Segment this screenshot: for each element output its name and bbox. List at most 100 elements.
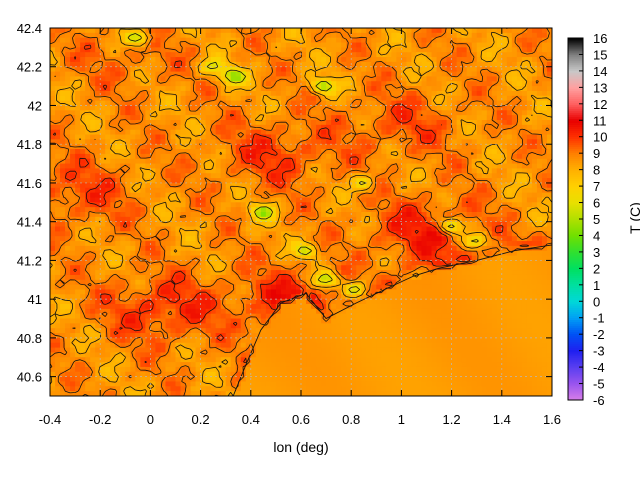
- heatmap-cell: [316, 149, 322, 155]
- heatmap-cell: [306, 207, 312, 213]
- heatmap-cell: [90, 139, 96, 145]
- heatmap-cell: [210, 120, 217, 126]
- heatmap-cell: [275, 187, 282, 194]
- heatmap-cell: [301, 110, 307, 116]
- heatmap-cell: [240, 260, 247, 266]
- heatmap-cell: [436, 144, 443, 150]
- heatmap-cell: [386, 182, 392, 189]
- heatmap-cell: [240, 178, 247, 184]
- heatmap-cell: [290, 144, 297, 150]
- heatmap-cell: [536, 100, 543, 107]
- heatmap-cell: [80, 178, 86, 184]
- heatmap-cell: [160, 37, 167, 44]
- heatmap-cell: [270, 52, 277, 58]
- heatmap-cell: [285, 76, 292, 82]
- heatmap-cell: [356, 144, 362, 150]
- heatmap-cell: [250, 265, 257, 271]
- heatmap-cell: [250, 178, 257, 184]
- heatmap-cell: [295, 76, 302, 82]
- heatmap-cell: [90, 245, 96, 252]
- heatmap-cell: [421, 187, 428, 194]
- heatmap-cell: [531, 28, 538, 34]
- heatmap-cell: [145, 168, 151, 174]
- heatmap-cell: [205, 158, 212, 165]
- heatmap-cell: [416, 212, 423, 218]
- heatmap-cell: [496, 32, 503, 39]
- heatmap-cell: [366, 149, 372, 155]
- heatmap-cell: [175, 95, 182, 102]
- heatmap-cell: [426, 153, 433, 160]
- heatmap-cell: [436, 134, 443, 140]
- heatmap-cell: [290, 90, 297, 97]
- heatmap-cell: [220, 207, 227, 213]
- heatmap-cell: [230, 250, 237, 257]
- heatmap-cell: [541, 178, 548, 184]
- heatmap-cell: [376, 129, 382, 136]
- heatmap-cell: [431, 110, 438, 116]
- heatmap-cell: [446, 129, 453, 136]
- heatmap-cell: [471, 86, 478, 92]
- heatmap-cell: [446, 47, 453, 53]
- heatmap-cell: [100, 124, 106, 131]
- heatmap-cell: [70, 207, 76, 213]
- heatmap-cell: [245, 182, 252, 189]
- heatmap-cell: [376, 100, 382, 107]
- heatmap-cell: [521, 61, 528, 68]
- heatmap-cell: [55, 105, 61, 111]
- heatmap-cell: [446, 149, 453, 155]
- heatmap-cell: [215, 168, 222, 174]
- heatmap-cell: [190, 158, 197, 165]
- heatmap-cell: [496, 231, 503, 237]
- heatmap-cell: [260, 42, 267, 48]
- heatmap-cell: [140, 37, 146, 44]
- heatmap-cell: [245, 144, 252, 150]
- heatmap-cell: [150, 81, 157, 87]
- heatmap-cell: [421, 163, 428, 170]
- heatmap-cell: [205, 149, 212, 155]
- heatmap-cell: [285, 124, 292, 131]
- heatmap-cell: [406, 115, 413, 121]
- heatmap-cell: [431, 100, 438, 107]
- heatmap-cell: [481, 221, 488, 228]
- heatmap-cell: [496, 110, 503, 116]
- heatmap-cell: [511, 81, 518, 87]
- heatmap-cell: [210, 245, 217, 252]
- heatmap-cell: [110, 173, 116, 179]
- heatmap-cell: [466, 265, 473, 271]
- heatmap-cell: [195, 250, 202, 257]
- heatmap-cell: [190, 61, 197, 68]
- heatmap-cell: [270, 115, 277, 121]
- heatmap-cell: [301, 115, 307, 121]
- heatmap-cell: [190, 95, 197, 102]
- heatmap-cell: [170, 202, 177, 208]
- heatmap-cell: [180, 202, 187, 208]
- heatmap-cell: [255, 163, 262, 170]
- heatmap-cell: [165, 245, 172, 252]
- heatmap-cell: [130, 182, 136, 189]
- heatmap-cell: [486, 226, 493, 232]
- heatmap-cell: [185, 192, 192, 199]
- heatmap-cell: [476, 255, 483, 262]
- heatmap-cell: [426, 163, 433, 170]
- heatmap-cell: [115, 207, 121, 213]
- heatmap-cell: [50, 47, 56, 53]
- heatmap-cell: [95, 57, 101, 63]
- heatmap-cell: [301, 120, 307, 126]
- heatmap-cell: [210, 144, 217, 150]
- heatmap-cell: [306, 71, 312, 78]
- heatmap-cell: [376, 226, 382, 232]
- heatmap-cell: [145, 32, 151, 39]
- heatmap-cell: [456, 47, 463, 53]
- heatmap-cell: [351, 178, 357, 184]
- heatmap-cell: [441, 216, 448, 223]
- heatmap-cell: [346, 134, 352, 140]
- heatmap-cell: [521, 81, 528, 87]
- heatmap-cell: [200, 153, 207, 160]
- heatmap-cell: [280, 255, 287, 262]
- heatmap-cell: [180, 42, 187, 48]
- heatmap-cell: [306, 187, 312, 194]
- heatmap-cell: [446, 115, 453, 121]
- heatmap-cell: [386, 139, 392, 145]
- heatmap-cell: [531, 260, 538, 266]
- heatmap-cell: [336, 71, 342, 78]
